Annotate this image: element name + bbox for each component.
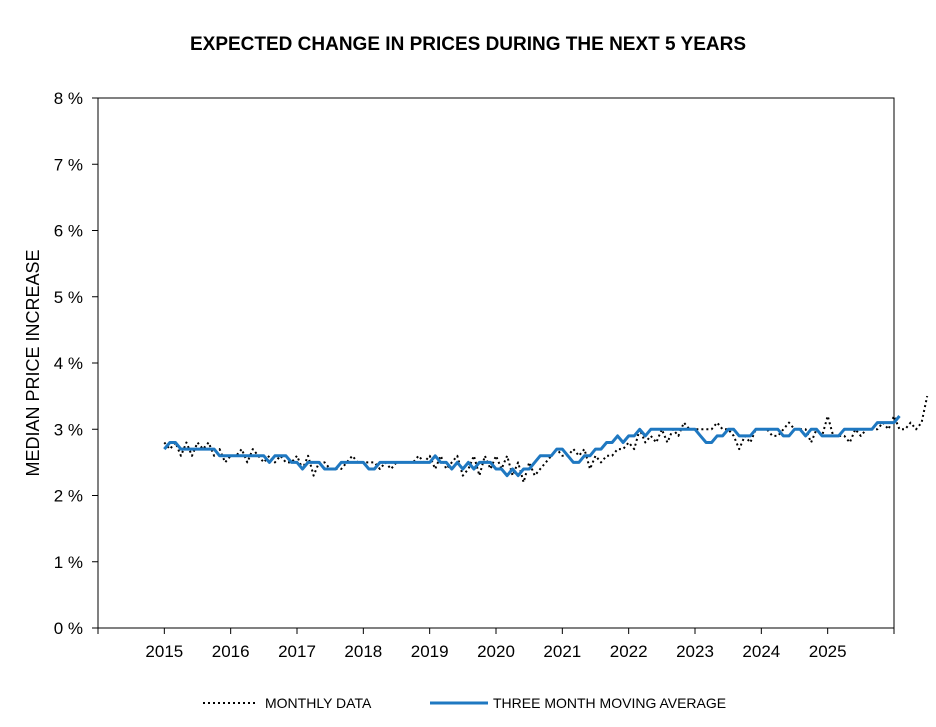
y-tick-label: 4 % — [54, 354, 83, 373]
chart-title: EXPECTED CHANGE IN PRICES DURING THE NEX… — [189, 34, 747, 55]
legend-label-moving-average: THREE MONTH MOVING AVERAGE — [493, 695, 726, 711]
y-tick-label: 8 % — [54, 89, 83, 108]
x-axis: 2015 2016 2017 2018 2019 2020 2021 2022 2023 2024… — [97, 628, 895, 661]
legend: MONTHLY DATA THREE MONTH MOVING AVERAGE — [203, 695, 726, 711]
x-tick-label: 2017 — [278, 642, 316, 661]
x-tick-label: 2022 — [610, 642, 648, 661]
x-tick-label: 2020 — [477, 642, 515, 661]
x-tick-label: 2021 — [543, 642, 581, 661]
x-tick-label: 2023 — [676, 642, 714, 661]
y-tick-label: 0 % — [54, 619, 83, 638]
plot-area — [97, 97, 895, 629]
x-tick-label: 2024 — [742, 642, 780, 661]
x-tick-label: 2016 — [212, 642, 250, 661]
y-tick-label: 6 % — [54, 222, 83, 241]
y-tick-label: 3 % — [54, 420, 83, 439]
y-axis-title: MEDIAN PRICE INCREASE — [23, 249, 43, 476]
y-axis: 0 % 1 % 2 % 3 % 4 % 5 % 6 % 7 % 8 % — [54, 89, 98, 638]
x-tick-label: 2019 — [411, 642, 449, 661]
y-tick-label: 7 % — [54, 155, 83, 174]
series-moving-average — [163, 415, 901, 478]
x-tick-label: 2018 — [344, 642, 382, 661]
y-tick-label: 1 % — [54, 553, 83, 572]
x-tick-label: 2015 — [145, 642, 183, 661]
series-layer — [163, 395, 929, 484]
y-tick-label: 2 % — [54, 487, 83, 506]
y-tick-label: 5 % — [54, 288, 83, 307]
legend-label-monthly: MONTHLY DATA — [265, 695, 372, 711]
x-tick-label: 2025 — [809, 642, 847, 661]
